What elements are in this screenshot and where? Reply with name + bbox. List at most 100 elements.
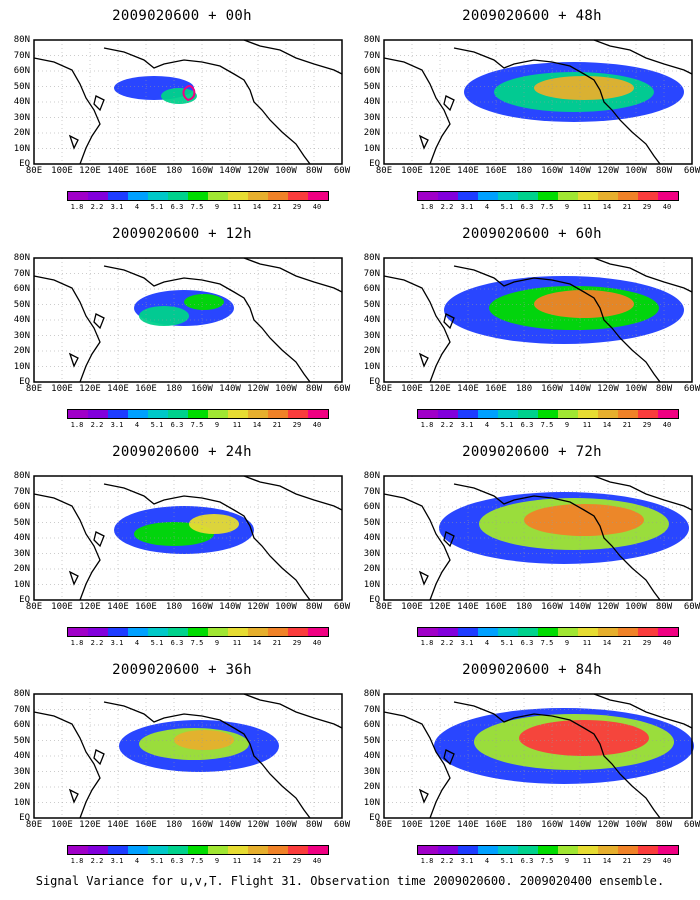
colorbar-label: 29: [292, 857, 302, 865]
lat-label: 80N: [13, 35, 30, 45]
lon-label: 100E: [401, 384, 423, 394]
variance-contour: [184, 294, 224, 310]
lat-label: 50N: [13, 299, 30, 310]
lat-label: EQ: [369, 377, 380, 387]
colorbar-label: 1.8: [420, 639, 434, 647]
coastline: [593, 257, 693, 293]
colorbar-label: 1.8: [420, 857, 434, 865]
map-frame: [33, 693, 343, 819]
coastline: [551, 61, 661, 165]
lon-label: 180: [165, 820, 183, 830]
colorbar-swatch: [538, 410, 558, 418]
lon-label: 180: [515, 602, 533, 612]
coastline: [383, 57, 451, 165]
colorbar-swatch: [518, 410, 538, 418]
map-frame: [383, 475, 693, 601]
lon-label: 140E: [457, 820, 479, 830]
panel-title: 2009020600 + 24h: [112, 444, 252, 460]
colorbar-swatch: [658, 628, 678, 636]
colorbar-swatch: [88, 628, 108, 636]
coastline: [593, 475, 693, 511]
colorbar-swatch: [248, 410, 268, 418]
lat-label: 70N: [363, 268, 380, 279]
lon-label: 60W: [683, 602, 700, 612]
coastline: [453, 483, 553, 505]
lon-label: 160E: [135, 384, 157, 394]
coastline: [93, 531, 105, 548]
coastline: [33, 493, 101, 601]
lon-label: 120W: [247, 602, 269, 612]
lon-label: 180: [165, 384, 183, 394]
colorbar-label: 29: [642, 857, 652, 865]
colorbar-label: 7.5: [540, 421, 554, 429]
lat-label: 10N: [363, 143, 380, 154]
colorbar-swatch: [88, 410, 108, 418]
colorbar-label: 40: [312, 639, 322, 647]
colorbar-label: 14: [602, 421, 612, 429]
colorbar-label: 21: [622, 639, 632, 647]
map-panel: 2009020600 + 48h 80N 70N 60N 50N 40N 30N 20N 10N…: [362, 8, 700, 220]
colorbar-swatch: [128, 192, 148, 200]
lat-label: 50N: [13, 735, 30, 746]
coastline: [443, 531, 455, 548]
colorbar-label: 2.2: [440, 421, 454, 429]
coastline: [33, 711, 101, 819]
lon-label: 60W: [333, 602, 351, 612]
map-canvas: [33, 475, 343, 601]
lat-label: 70N: [13, 50, 30, 61]
coastline: [243, 257, 343, 293]
colorbar-swatch: [498, 410, 518, 418]
colorbar-swatch: [578, 628, 598, 636]
lat-label: 40N: [363, 533, 380, 543]
lon-label: 160W: [541, 602, 563, 612]
map-frame: [33, 257, 343, 383]
coastline: [418, 788, 429, 804]
lat-label: 10N: [13, 361, 30, 372]
colorbar-swatch: [418, 192, 438, 200]
lon-label: 100E: [401, 820, 423, 830]
colorbar-label: 9: [214, 639, 220, 647]
colorbar-swatch: [148, 192, 168, 200]
variance-contour: [519, 720, 649, 756]
colorbar-label: 29: [642, 639, 652, 647]
lat-label: 20N: [13, 128, 30, 138]
lon-label: 140E: [107, 384, 129, 394]
panel-title: 2009020600 + 72h: [462, 444, 602, 460]
colorbar-swatch: [518, 628, 538, 636]
colorbar-swatch: [248, 846, 268, 854]
colorbar: [417, 191, 679, 201]
colorbar-label: 2.2: [90, 203, 104, 211]
colorbar-label: 5.1: [500, 639, 514, 647]
colorbar-label: 29: [292, 639, 302, 647]
lon-label: 120E: [429, 166, 451, 176]
lon-label: 120W: [597, 820, 619, 830]
lat-label: 10N: [363, 361, 380, 372]
lon-label: 100W: [625, 602, 647, 612]
colorbar-label: 5.1: [500, 203, 514, 211]
colorbar-swatch: [248, 628, 268, 636]
colorbar-label: 3.1: [110, 203, 124, 211]
map-plot: [33, 475, 343, 601]
colorbar-label: 5.1: [150, 421, 164, 429]
colorbar-swatch: [168, 192, 188, 200]
colorbar-label: 2.2: [440, 857, 454, 865]
lon-label: 140E: [457, 384, 479, 394]
colorbar-label: 9: [564, 203, 570, 211]
variance-contour: [524, 504, 644, 536]
colorbar-swatch: [88, 846, 108, 854]
lat-label: 50N: [13, 81, 30, 92]
colorbar-label: 11: [232, 639, 242, 647]
colorbar-swatch: [308, 628, 328, 636]
colorbar-label: 14: [252, 421, 262, 429]
colorbar-label: 1.8: [70, 639, 84, 647]
colorbar-label: 2.2: [90, 639, 104, 647]
colorbar-swatch: [288, 410, 308, 418]
lat-label: 80N: [363, 689, 380, 699]
colorbar-label: 1.8: [420, 421, 434, 429]
map-canvas: [383, 475, 693, 601]
coastline: [201, 497, 311, 601]
colorbar-label: 7.5: [540, 639, 554, 647]
coastline: [453, 47, 553, 69]
colorbar-swatch: [148, 410, 168, 418]
lon-label: 80W: [655, 166, 673, 176]
